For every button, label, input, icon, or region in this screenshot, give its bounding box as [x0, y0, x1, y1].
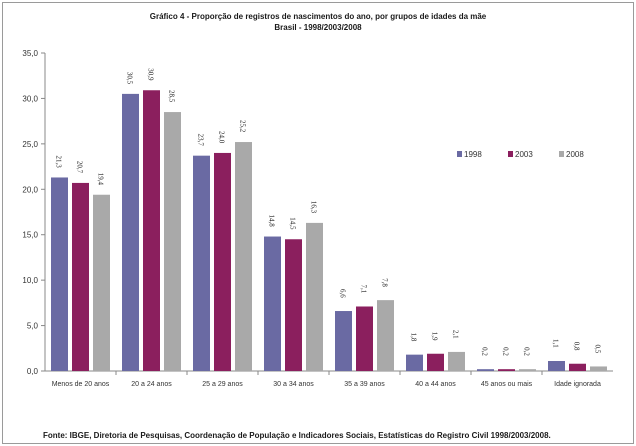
data-label: 6,6	[339, 289, 347, 298]
y-axis: 0,0 5,0 10,0 15,0 20,0 25,0 30,0 35,0	[22, 49, 46, 376]
bar-1998	[548, 361, 565, 371]
y-tick-label: 5,0	[27, 322, 39, 331]
data-label: 0,2	[502, 347, 510, 356]
y-tick-label: 25,0	[22, 140, 38, 149]
x-tick-label: 25 a 29 anos	[202, 381, 243, 388]
y-tick-label: 15,0	[22, 231, 38, 240]
bar-1998	[406, 354, 423, 371]
data-label: 14,5	[289, 217, 297, 230]
data-label: 0,8	[573, 342, 581, 351]
data-label: 30,5	[126, 72, 134, 85]
x-tick-label: 45 anos ou mais	[481, 381, 533, 388]
bar-2003	[569, 363, 586, 371]
y-tick-label: 20,0	[22, 185, 38, 194]
data-label: 0,5	[594, 344, 602, 353]
data-label: 24,0	[218, 131, 226, 144]
legend-label-2008: 2008	[566, 150, 584, 159]
bar-2008	[377, 300, 394, 371]
bar-2003	[285, 239, 302, 371]
bar-1998	[122, 93, 139, 371]
legend-swatch-1998	[457, 151, 462, 157]
x-tick-label: Idade ignorada	[554, 381, 601, 388]
bar-1998	[264, 236, 281, 371]
data-label: 7,1	[360, 284, 368, 293]
data-label: 7,8	[381, 278, 389, 287]
data-label: 16,3	[310, 201, 318, 214]
data-label: 1,1	[552, 339, 560, 348]
bar-2008	[235, 142, 252, 371]
data-label: 0,2	[523, 347, 531, 356]
legend: 1998 2003 2008	[457, 150, 584, 159]
y-tick-label: 30,0	[22, 94, 38, 103]
y-tick-label: 35,0	[22, 49, 38, 58]
bar-chart: 0,0 5,0 10,0 15,0 20,0 25,0 30,0 35,0 Menos de …	[22, 49, 613, 388]
bar-1998	[335, 311, 352, 371]
y-tick-label: 10,0	[22, 276, 38, 285]
x-tick-label: 30 a 34 anos	[273, 381, 314, 388]
bar-2008	[93, 194, 110, 371]
chart-title: Gráfico 4 - Proporção de registros de na…	[3, 11, 633, 33]
bar-1998	[477, 369, 494, 371]
data-label: 25,2	[239, 120, 247, 133]
data-label: 1,9	[431, 332, 439, 341]
x-tick-label: 35 a 39 anos	[344, 381, 385, 388]
bar-2003	[72, 182, 89, 371]
legend-label-2003: 2003	[515, 150, 533, 159]
legend-label-1998: 1998	[464, 150, 482, 159]
x-tick-label: 40 a 44 anos	[415, 381, 456, 388]
bar-2008	[164, 112, 181, 372]
legend-swatch-2008	[559, 151, 564, 157]
chart-title-line1: Gráfico 4 - Proporção de registros de na…	[149, 12, 487, 21]
bar-2003	[498, 369, 515, 371]
data-label: 0,2	[481, 347, 489, 356]
data-label: 1,8	[410, 333, 418, 342]
data-label: 20,7	[76, 161, 84, 174]
bar-2008	[306, 222, 323, 371]
data-labels: 21,3 20,7 19,4 30,5 30,9 28,5 23,7 24,0 25,2 14,8…	[55, 68, 602, 356]
chart-subtitle: Brasil - 1998/2003/2008	[274, 23, 362, 32]
bar-2008	[519, 369, 536, 371]
data-label: 28,5	[168, 90, 176, 103]
bar-2003	[214, 152, 231, 371]
bar-2008	[448, 351, 465, 371]
data-label: 14,8	[268, 215, 276, 228]
y-tick-label: 0,0	[27, 367, 39, 376]
data-label: 2,1	[452, 330, 460, 339]
bar-2003	[143, 90, 160, 371]
source-note: Fonte: IBGE, Diretoria de Pesquisas, Coo…	[43, 431, 551, 440]
data-label: 23,7	[197, 134, 205, 147]
data-label: 21,3	[55, 155, 63, 168]
bar-1998	[51, 177, 68, 371]
bar-1998	[193, 155, 210, 371]
x-axis: Menos de 20 anos 20 a 24 anos 25 a 29 anos…	[45, 370, 613, 388]
data-label: 30,9	[147, 68, 155, 81]
x-tick-label: 20 a 24 anos	[131, 381, 172, 388]
bar-2003	[356, 306, 373, 371]
bar-2008	[590, 366, 607, 371]
data-label: 19,4	[97, 173, 105, 186]
bar-2003	[427, 353, 444, 371]
bars	[51, 90, 607, 372]
x-tick-label: Menos de 20 anos	[52, 381, 110, 388]
legend-swatch-2003	[508, 151, 513, 157]
